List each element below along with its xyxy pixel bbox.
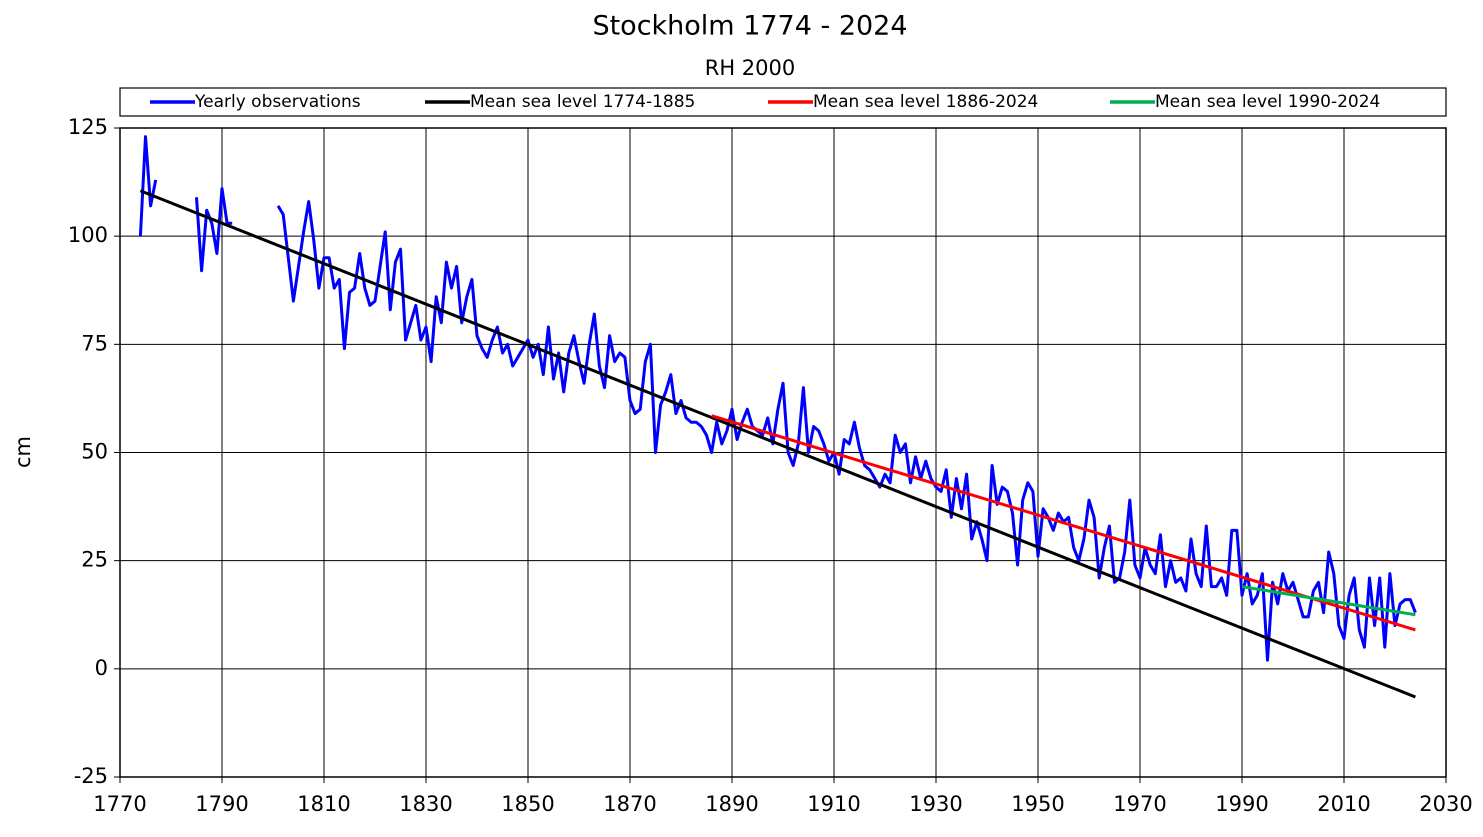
legend-label: Mean sea level 1990-2024 [1155, 92, 1380, 112]
y-tick-label: 125 [68, 115, 108, 139]
chart-title: Stockholm 1774 - 2024 [592, 11, 907, 42]
legend-label: Mean sea level 1774-1885 [470, 92, 695, 112]
y-tick-label: 50 [81, 440, 108, 464]
x-tick-label: 1970 [1113, 792, 1166, 816]
x-tick-label: 1910 [807, 792, 860, 816]
series-line [711, 414, 1416, 632]
y-tick-label: 100 [68, 223, 108, 247]
plot-frame [119, 127, 1447, 778]
x-tick-label: 1790 [195, 792, 248, 816]
legend-label: Yearly observations [194, 92, 361, 112]
y-tick-label: 25 [81, 548, 108, 572]
series-line [138, 135, 1417, 662]
chart-subtitle: RH 2000 [705, 56, 796, 80]
series-line [1241, 585, 1416, 617]
x-tick-label: 1890 [705, 792, 758, 816]
x-tick-label: 1930 [909, 792, 962, 816]
legend-label: Mean sea level 1886-2024 [813, 92, 1038, 112]
x-tick-label: 1950 [1011, 792, 1064, 816]
y-tick-label: 75 [81, 331, 108, 355]
y-tick-label: 0 [95, 656, 108, 680]
x-tick-label: 2010 [1317, 792, 1370, 816]
y-tick-label: -25 [74, 764, 108, 788]
x-tick-label: 1990 [1215, 792, 1268, 816]
x-tick-label: 1770 [93, 792, 146, 816]
x-tick-label: 1830 [399, 792, 452, 816]
series-line [139, 189, 1416, 699]
x-tick-label: 1850 [501, 792, 554, 816]
x-tick-label: 2030 [1419, 792, 1472, 816]
y-axis-label: cm [11, 436, 35, 468]
x-tick-label: 1810 [297, 792, 350, 816]
x-tick-label: 1870 [603, 792, 656, 816]
